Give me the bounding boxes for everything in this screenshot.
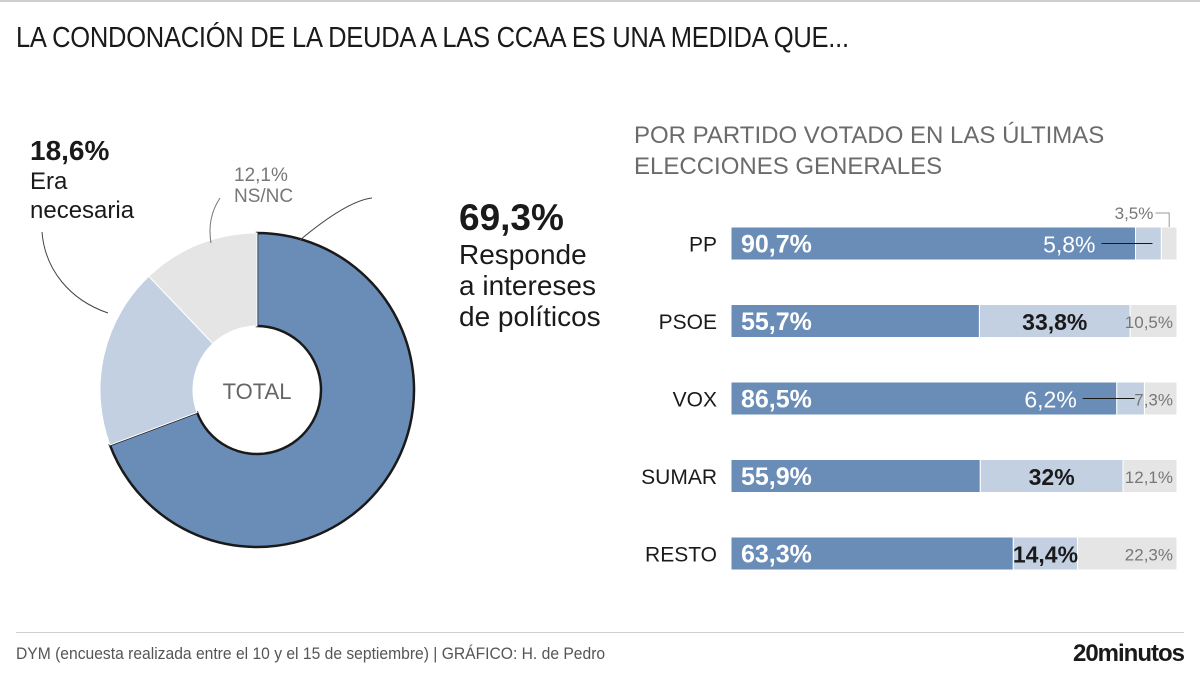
bar-value-label: 14,4% <box>1013 542 1078 568</box>
bar-segment-2 <box>1160 226 1178 261</box>
bar-category-label: PP <box>689 234 717 257</box>
label-responde-line: a intereses <box>459 270 596 301</box>
bar-value-label: 90,7% <box>741 231 812 259</box>
bar-segment-2 <box>1143 381 1178 416</box>
bar-segment-1 <box>979 459 1124 493</box>
label-nsnc-line: NS/NC <box>234 186 293 207</box>
bar-leader-line <box>1155 212 1170 227</box>
chart-title: LA CONDONACIÓN DE LA DEUDA A LAS CCAA ES… <box>16 22 849 54</box>
bar-segment-1 <box>1012 536 1079 571</box>
source-credit: DYM (encuesta realizada entre el 10 y el… <box>16 644 606 663</box>
donut-slice-2 <box>148 232 258 345</box>
bar-value-label: 33,8% <box>1022 309 1087 335</box>
footer-divider <box>16 632 1184 633</box>
label-responde-line: de políticos <box>459 301 601 332</box>
label-necesaria-value: 18,6% <box>30 135 109 166</box>
label-responde-value: 69,3% <box>459 197 564 238</box>
stacked-bar-chart: PP 90,7% 5,8% 3,5% PSOE 55,7% 33,8% 10,5% VOX 86,… <box>641 204 1178 571</box>
bar-value-label: 10,5% <box>1125 313 1173 332</box>
leader-line-necesaria <box>41 231 109 314</box>
bar-segment-0 <box>730 536 1014 571</box>
bar-category-label: PSOE <box>659 311 717 334</box>
bar-value-label: 32% <box>1029 464 1075 490</box>
bar-value-label: 63,3% <box>741 541 812 569</box>
label-necesaria-line: Era <box>30 168 68 195</box>
label-necesaria-line: necesaria <box>30 197 135 224</box>
top-divider <box>0 0 1200 2</box>
bar-segment-1 <box>978 304 1131 338</box>
donut-slice-0 <box>108 231 416 549</box>
bar-category-label: RESTO <box>645 544 717 567</box>
bar-value-label: 7,3% <box>1134 391 1173 410</box>
bar-value-label: 6,2% <box>1024 387 1076 413</box>
leader-line-nsnc <box>209 197 221 244</box>
brand-logo: 20minutos <box>1072 640 1185 667</box>
bar-value-label: 5,8% <box>1043 232 1095 258</box>
leader-line-responde <box>299 197 373 241</box>
bar-segment-2 <box>1077 536 1178 571</box>
bar-chart-subtitle: POR PARTIDO VOTADO EN LAS ÚLTIMAS ELECCI… <box>634 122 1105 180</box>
bar-value-label: 3,5% <box>1115 204 1154 223</box>
bar-segment-2 <box>1122 459 1178 493</box>
bar-value-label: 12,1% <box>1125 468 1173 487</box>
bar-segment-2 <box>1129 304 1178 338</box>
donut-center-label: TOTAL <box>223 379 292 404</box>
bar-value-label: 86,5% <box>741 386 812 414</box>
bar-value-label: 22,3% <box>1125 546 1173 565</box>
label-responde-line: Responde <box>459 239 587 270</box>
bar-value-label: 55,9% <box>741 463 812 491</box>
bar-category-label: SUMAR <box>641 466 717 489</box>
bar-value-label: 55,7% <box>741 308 812 336</box>
bar-category-label: VOX <box>673 389 717 412</box>
donut-slice-1 <box>99 275 214 446</box>
label-nsnc-value: 12,1% <box>234 165 288 186</box>
bar-segment-0 <box>730 304 980 338</box>
